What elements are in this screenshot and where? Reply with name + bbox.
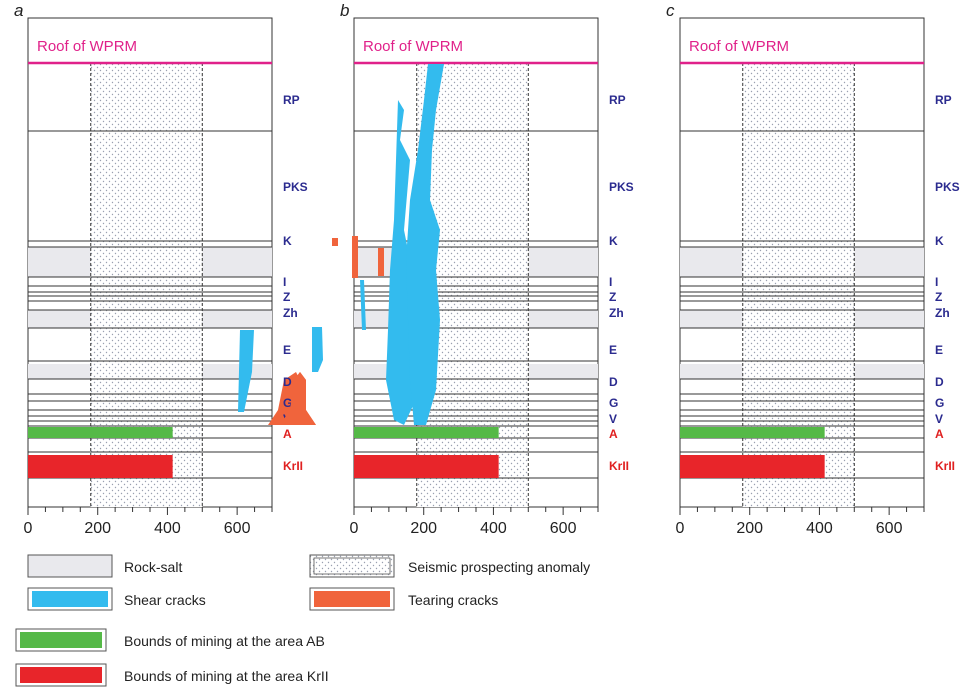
layer-label-a: A — [283, 427, 292, 441]
x-tick-label: 0 — [24, 520, 33, 537]
mining-bounds-ab — [680, 427, 825, 438]
layer-label-d: D — [935, 375, 944, 389]
legend-label-anomaly: Seismic prospecting anomaly — [408, 559, 590, 575]
layer-label-rp: RP — [609, 93, 626, 107]
x-tick-label: 200 — [410, 520, 437, 537]
layer-label-pks: PKS — [935, 180, 960, 194]
layer-label-pks: PKS — [283, 180, 308, 194]
layer-label-g: G — [609, 396, 618, 410]
x-tick-label: 0 — [350, 520, 359, 537]
tearing-crack-zone — [332, 238, 338, 246]
shear-crack-zone — [238, 330, 254, 412]
layer-label-g: G — [935, 396, 944, 410]
layer-label-e: E — [283, 343, 291, 357]
panel-letter: c — [666, 1, 675, 20]
layer-label-a: A — [609, 427, 618, 441]
panel-letter: b — [340, 1, 349, 20]
legend-label-shear-cracks: Shear cracks — [124, 592, 206, 608]
layer-label-e: E — [935, 343, 943, 357]
panel-a: Roof of WPRMa0200400600RPPKSKIZZhEDGVAKr… — [14, 1, 430, 537]
layer-label-i: I — [609, 275, 612, 289]
layer-label-krii: KrII — [609, 459, 629, 473]
layer-label-krii: KrII — [935, 459, 955, 473]
x-tick-label: 400 — [480, 520, 507, 537]
mining-bounds-krii — [28, 455, 173, 478]
anomaly-region — [90, 63, 203, 507]
panel-letter: a — [14, 1, 23, 20]
layer-label-a: A — [935, 427, 944, 441]
roof-label: Roof of WPRM — [689, 38, 789, 55]
layer-label-pks: PKS — [609, 180, 634, 194]
x-tick-label: 200 — [736, 520, 763, 537]
x-tick-label: 600 — [876, 520, 903, 537]
legend-item-tearing-cracks: Tearing cracks — [309, 587, 498, 611]
layer-label-g: G — [283, 396, 292, 410]
x-tick-label: 600 — [550, 520, 577, 537]
legend-label-rock-salt: Rock-salt — [124, 559, 182, 575]
layer-label-v: V — [609, 412, 617, 426]
roof-label: Roof of WPRM — [363, 38, 463, 55]
tearing-crack-zone — [378, 248, 384, 276]
legend-label-mining-ab: Bounds of mining at the area AB — [124, 633, 325, 649]
layer-label-d: D — [609, 375, 618, 389]
anomaly-region — [742, 63, 855, 507]
layer-label-zh: Zh — [935, 306, 950, 320]
legend-item-shear-cracks: Shear cracks — [27, 587, 206, 611]
shear-crack-zone — [360, 280, 366, 330]
legend: Rock-salt Seismic prospecting anomaly Sh… — [15, 554, 590, 687]
layer-label-zh: Zh — [609, 306, 624, 320]
x-tick-label: 400 — [154, 520, 181, 537]
x-tick-label: 400 — [806, 520, 833, 537]
roof-label: Roof of WPRM — [37, 38, 137, 55]
layer-label-i: I — [935, 275, 938, 289]
layer-label-z: Z — [283, 290, 290, 304]
layer-label-v: V — [935, 412, 943, 426]
legend-item-rock-salt: Rock-salt — [27, 554, 182, 578]
shear-crack-zone — [312, 327, 323, 372]
mining-bounds-ab — [28, 427, 173, 438]
layer-label-e: E — [609, 343, 617, 357]
layer-label-rp: RP — [283, 93, 300, 107]
tearing-crack-zone — [280, 372, 316, 425]
layer-label-k: K — [609, 234, 618, 248]
mining-bounds-krii — [354, 455, 499, 478]
layer-label-krii: KrII — [283, 459, 303, 473]
layer-label-zh: Zh — [283, 306, 298, 320]
layer-label-k: K — [283, 234, 292, 248]
legend-item-mining-krii: Bounds of mining at the area KrII — [15, 663, 329, 687]
panels: Roof of WPRMa0200400600RPPKSKIZZhEDGVAKr… — [14, 1, 960, 537]
layer-label-d: D — [283, 375, 292, 389]
layer-label-k: K — [935, 234, 944, 248]
x-tick-label: 0 — [676, 520, 685, 537]
legend-label-mining-krii: Bounds of mining at the area KrII — [124, 668, 329, 684]
mining-bounds-krii — [680, 455, 825, 478]
x-tick-label: 200 — [84, 520, 111, 537]
layer-label-i: I — [283, 275, 286, 289]
legend-item-mining-ab: Bounds of mining at the area AB — [15, 628, 325, 652]
mining-bounds-ab — [354, 427, 499, 438]
legend-item-anomaly: Seismic prospecting anomaly — [309, 554, 590, 578]
legend-label-tearing-cracks: Tearing cracks — [408, 592, 498, 608]
tearing-crack-zone — [352, 236, 358, 278]
shear-crack-zone — [406, 64, 444, 425]
layer-label-rp: RP — [935, 93, 952, 107]
layer-label-z: Z — [609, 290, 616, 304]
x-tick-label: 600 — [224, 520, 251, 537]
layer-label-z: Z — [935, 290, 942, 304]
